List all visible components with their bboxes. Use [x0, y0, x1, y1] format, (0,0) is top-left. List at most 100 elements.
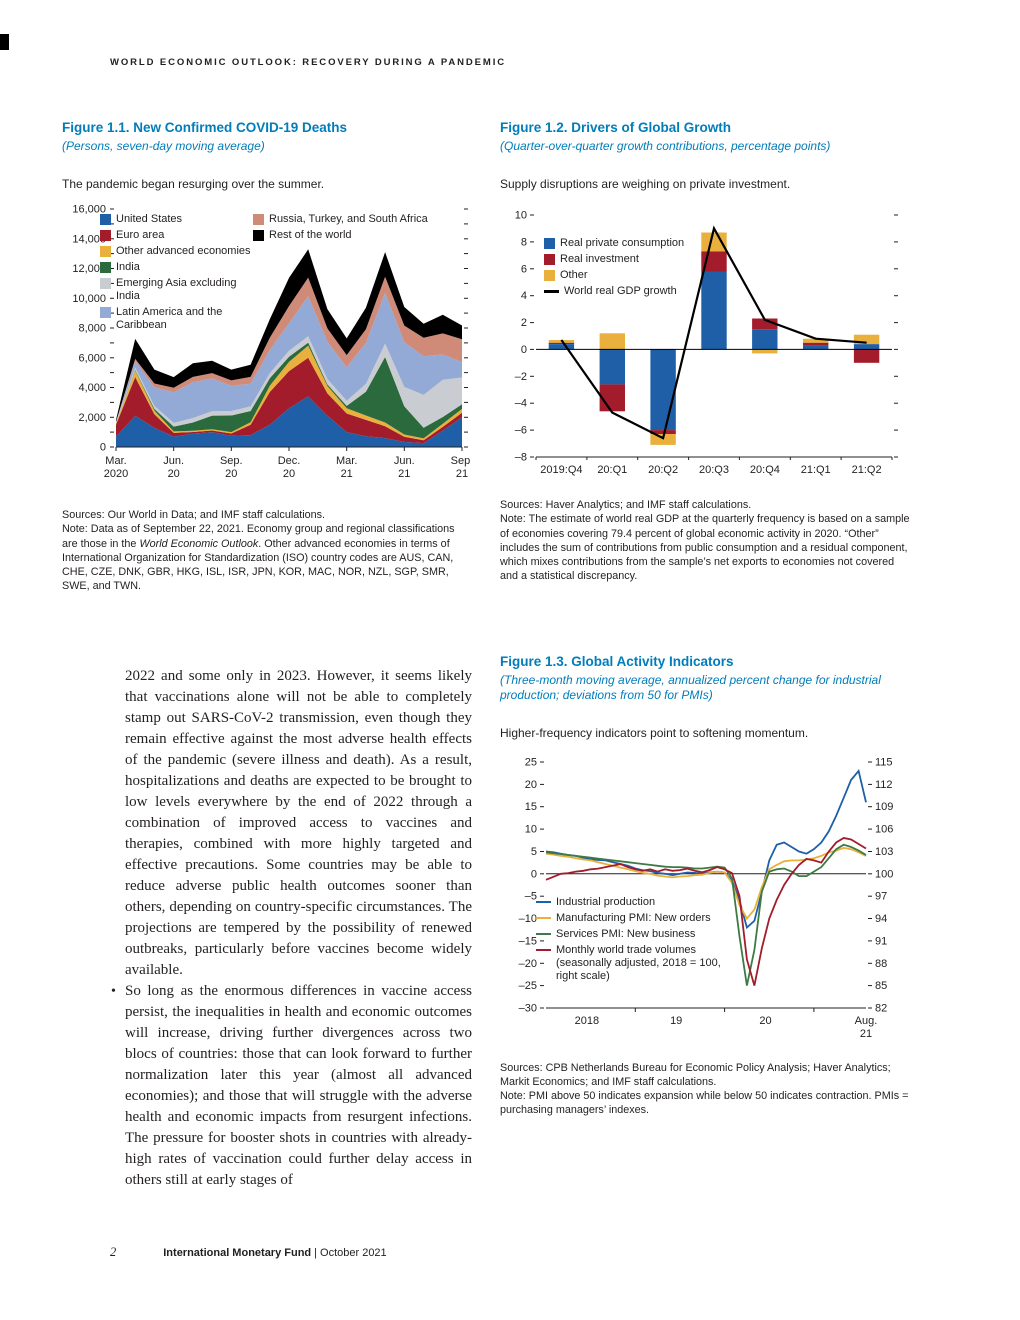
legend-item: Manufacturing PMI: New orders — [536, 912, 736, 925]
y-tick-label: 8,000 — [78, 323, 106, 335]
y-tick-label: 0 — [100, 442, 106, 454]
y-tick-label-left: –30 — [519, 1002, 537, 1014]
global-growth-chart-svg: –8 –6 –4 –2 0 2 4 6 8 10 2019:Q4 20:Q1 20:Q2 20:Q3 20:… — [515, 210, 898, 476]
y-tick-label-right: 115 — [875, 756, 893, 768]
legend-swatch-icon — [544, 254, 555, 265]
note-italic-text: World Economic Outlook — [139, 537, 259, 550]
bar-segment — [599, 384, 625, 412]
legend-swatch-icon — [100, 230, 111, 241]
area-series-emerging-asia-excluding-india — [116, 336, 462, 428]
legend-label: Latin America and the Caribbean — [116, 306, 223, 331]
y-tick-label-right: 109 — [875, 801, 893, 813]
global-growth-chart: –8 –6 –4 –2 0 2 4 6 8 10 2019:Q4 20:Q1 20:Q2 20:Q3 20:… — [500, 201, 913, 488]
legend-item: Real investment — [544, 253, 684, 266]
legend-item: World real GDP growth — [544, 285, 684, 298]
x-tick-label: 20 — [283, 468, 295, 480]
covid-deaths-legend: United States Euro area Other advanced eco… — [100, 213, 431, 335]
figure-1-3-sources: Sources: CPB Netherlands Bureau for Econ… — [500, 1061, 891, 1088]
bullet-marker: • — [111, 983, 116, 999]
figure-1-3: Figure 1.3. Global Activity Indicators (… — [500, 654, 913, 1118]
bar-segment — [853, 334, 880, 345]
y-tick-label: 6,000 — [78, 352, 106, 364]
legend-label: Services PMI: New business — [556, 927, 696, 940]
bar-segment — [803, 342, 829, 346]
figure-1-2-note: Note: The estimate of world real GDP at … — [500, 513, 910, 583]
x-tick-label: Jun. — [394, 455, 415, 467]
y-tick-label: –2 — [515, 371, 527, 383]
page-edge-tab — [0, 34, 9, 50]
x-tick-label: Sep. — [451, 455, 470, 467]
legend-line-icon — [536, 948, 551, 951]
bar-segment — [701, 232, 727, 252]
legend-label: Rest of the world — [269, 229, 352, 241]
x-tick-label: 20:Q3 — [699, 464, 729, 476]
y-tick-label: 10,000 — [72, 293, 106, 305]
legend-label: Other advanced economies — [116, 245, 251, 257]
x-tick-label: 2019:Q4 — [540, 464, 582, 476]
x-tick-label: Jun. — [163, 455, 184, 467]
y-tick-label: 4,000 — [78, 382, 106, 394]
covid-deaths-chart: 0 2,000 4,000 6,000 8,000 10,000 12,000 14,000 1… — [62, 201, 473, 498]
x-tick-label: 21 — [860, 1028, 872, 1040]
y-tick-label: 4 — [521, 290, 527, 302]
y-tick-label-right: 100 — [875, 868, 893, 880]
bullet-paragraph: So long as the enormous differences in v… — [125, 982, 472, 1188]
y-tick-label-right: 103 — [875, 846, 893, 858]
figure-1-1-title: Figure 1.1. New Confirmed COVID-19 Death… — [62, 120, 348, 135]
legend-item: Real private consumption — [544, 237, 684, 250]
legend-item: Industrial production — [536, 896, 736, 909]
legend-label: Real private consumption — [560, 237, 685, 249]
figure-1-2-subtitle: (Quarter-over-quarter growth contributio… — [500, 139, 831, 153]
area-series-latin-america-and-the-caribbean — [116, 293, 462, 423]
area-series-russia-turkey-and-south-africa — [116, 276, 462, 422]
bar-segment — [853, 349, 880, 363]
covid-deaths-chart-svg: 0 2,000 4,000 6,000 8,000 10,000 12,000 14,000 1… — [72, 204, 473, 481]
note-text: . Other advanced economies in terms of I… — [62, 537, 454, 593]
figure-1-3-subtitle: (Three-month moving average, annualized … — [500, 672, 881, 702]
legend-label: Russia, Turkey, and South Africa — [269, 213, 428, 225]
legend-label: Real investment — [560, 253, 639, 265]
bar-segment — [650, 349, 676, 431]
x-tick-label: Mar. — [336, 455, 357, 467]
y-tick-label: 0 — [521, 344, 527, 356]
bar-segment — [701, 271, 727, 350]
bar-segment — [853, 344, 880, 350]
area-series-rest-of-the-world — [116, 249, 462, 422]
bar-segment — [599, 333, 625, 350]
legend-swatch-icon — [100, 262, 111, 273]
global-growth-legend: Real private consumption Real investment O… — [544, 237, 684, 301]
figure-1-1-note: Note: Data as of September 22, 2021. Eco… — [62, 522, 472, 593]
page-number: 2 — [110, 1245, 117, 1259]
y-tick-label-left: –25 — [519, 980, 537, 992]
bar-segment — [752, 329, 778, 350]
note-text: Note: Data as of September 22, 2021. Eco… — [62, 523, 455, 550]
bar-segment — [650, 434, 676, 445]
x-tick-label: 20 — [168, 468, 180, 480]
x-tick-label: 21:Q1 — [801, 464, 831, 476]
y-tick-label-left: –5 — [525, 890, 537, 902]
x-tick-label: 21 — [341, 468, 353, 480]
bullet-item: • So long as the enormous differences in… — [110, 981, 472, 1191]
x-tick-label: Mar. — [105, 455, 126, 467]
body-text: 2022 and some only in 2023. However, it … — [110, 666, 472, 1191]
legend-column-1: United States Euro area Other advanced eco… — [100, 213, 253, 335]
x-tick-label: 2018 — [575, 1015, 599, 1027]
right-column: Figure 1.2. Drivers of Global Growth (Qu… — [500, 120, 913, 1118]
legend-line-icon — [536, 916, 551, 919]
figure-1-1-subtitle: (Persons, seven-day moving average) — [62, 139, 265, 153]
bar-segment — [548, 344, 575, 350]
footer-publisher: International Monetary Fund — [163, 1247, 312, 1259]
y-tick-label-right: 88 — [875, 957, 887, 969]
figure-1-1-sources: Sources: Our World in Data; and IMF staf… — [62, 509, 326, 521]
legend-swatch-icon — [544, 270, 555, 281]
legend-label: World real GDP growth — [564, 285, 677, 297]
x-tick-label: 2020 — [104, 468, 128, 480]
y-tick-label-right: 94 — [875, 913, 887, 925]
page-footer: 2 International Monetary Fund | October 202… — [110, 1245, 387, 1260]
x-tick-label: 21:Q2 — [852, 464, 882, 476]
y-tick-label: 8 — [521, 236, 527, 248]
activity-indicators-chart: –30 –25 –20 –15 –10 –5 0 5 10 15 20 25 82 85 88 91 94 97 1… — [500, 750, 913, 1051]
legend-label: India — [116, 261, 140, 273]
y-tick-label-right: 106 — [875, 823, 893, 835]
